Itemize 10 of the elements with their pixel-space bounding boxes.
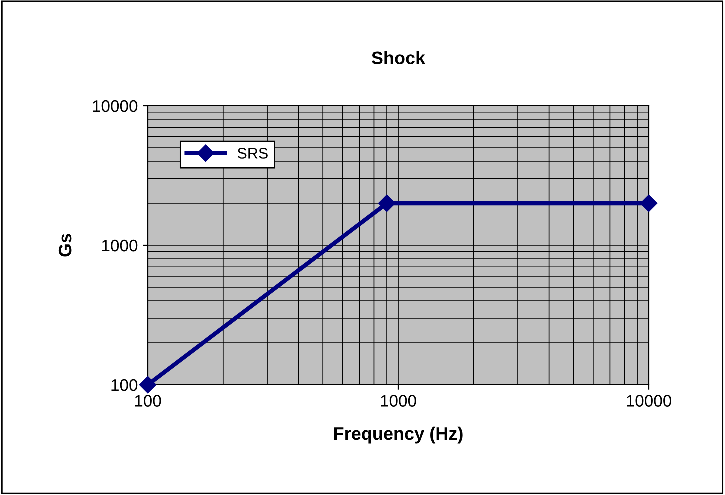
x-tick-label: 10000: [627, 395, 672, 407]
x-axis-title: Frequency (Hz): [334, 426, 463, 444]
y-tick-label: 1000: [102, 240, 138, 252]
y-tick-label: 100: [112, 379, 138, 392]
x-tick-label: 1000: [381, 395, 416, 407]
y-axis-title: Gs: [58, 234, 72, 257]
legend-label: SRS: [238, 148, 268, 159]
x-tick-label: 100: [135, 395, 162, 407]
chart-title: Shock: [372, 51, 426, 65]
y-tick-label: 10000: [93, 100, 138, 112]
